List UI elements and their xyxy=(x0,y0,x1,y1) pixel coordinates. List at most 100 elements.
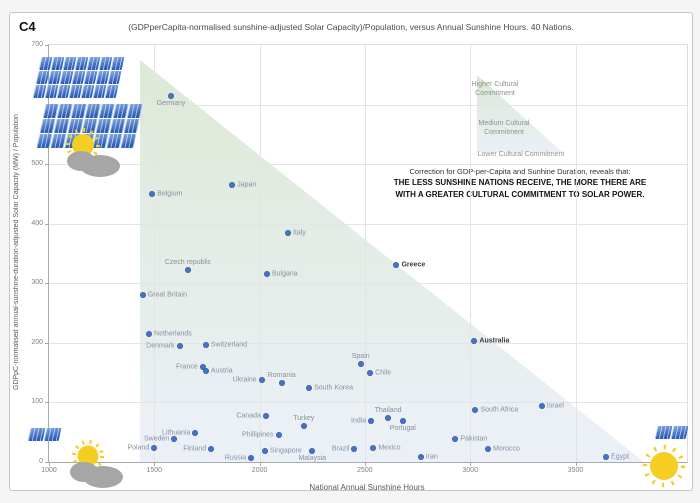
data-point-denmark xyxy=(177,343,183,349)
x-tick-label: 3500 xyxy=(567,467,584,474)
gridline-y-500 xyxy=(49,164,687,166)
point-label-lithuania: Lithuania xyxy=(161,429,191,437)
point-label-canada: Canada xyxy=(236,412,261,420)
data-point-canada xyxy=(263,413,269,419)
data-point-germany xyxy=(168,93,174,99)
data-point-bulgaria xyxy=(264,271,270,277)
y-tick-label: 500 xyxy=(31,160,43,168)
solar-panel-row xyxy=(42,104,143,118)
point-label-iran: Iran xyxy=(425,453,438,461)
data-point-netherlands xyxy=(146,331,152,337)
data-point-singapore xyxy=(262,448,268,454)
point-label-turkey: Turkey xyxy=(293,414,315,422)
data-point-romania xyxy=(279,380,285,386)
data-point-portugal xyxy=(400,418,406,424)
data-point-chile xyxy=(367,370,373,376)
point-label-finland: Finland xyxy=(183,445,207,453)
point-label-germany: Germany xyxy=(156,99,186,107)
solar-panel-pair-icon xyxy=(654,426,689,440)
point-label-brazil: Brazil xyxy=(331,445,350,453)
commitment-gradient-layer xyxy=(140,60,644,462)
data-point-australia xyxy=(471,338,477,344)
data-point-france xyxy=(200,364,206,370)
point-label-romania: Romania xyxy=(267,372,296,380)
point-label-spain: Spain xyxy=(351,353,370,361)
y-tick-label: 700 xyxy=(31,41,43,48)
data-point-lithuania xyxy=(192,430,198,436)
data-point-russia xyxy=(248,455,254,461)
point-label-poland: Poland xyxy=(127,444,150,452)
solar-panel-row xyxy=(35,71,122,84)
point-label-portugal: Portugal xyxy=(389,425,416,433)
x-axis-title: National Annual Sunshine Hours xyxy=(309,483,425,491)
x-tick-mark xyxy=(575,462,577,466)
sun-behind-cloud-icon xyxy=(70,440,123,488)
data-point-israel xyxy=(539,403,545,409)
x-tick-label: 3000 xyxy=(462,467,478,474)
legend-higher-commitment: Higher Cultural Commitment xyxy=(471,81,519,97)
point-label-great-britain: Great Britain xyxy=(147,291,187,299)
gridline-y-400 xyxy=(49,223,687,225)
point-label-switzerland: Switzerland xyxy=(210,341,248,349)
y-tick-label: 0 xyxy=(39,458,43,465)
gridline-y-100 xyxy=(49,402,687,404)
data-point-south-korea xyxy=(306,385,312,391)
data-point-south-africa xyxy=(472,407,478,413)
point-label-japan: Japan xyxy=(237,181,257,189)
data-point-morocco xyxy=(485,446,491,452)
point-label-india: India xyxy=(351,417,367,425)
plot-area: Higher Cultural Commitment Medium Cultur… xyxy=(31,41,688,474)
data-point-poland xyxy=(151,445,157,451)
point-label-australia: Australia xyxy=(479,337,510,345)
data-point-spain xyxy=(358,361,364,367)
y-tick-mark xyxy=(45,462,49,463)
point-label-sweden: Sweden xyxy=(144,435,170,443)
data-point-belgium xyxy=(149,191,155,197)
data-point-malaysia xyxy=(309,448,315,454)
y-tick-mark xyxy=(45,342,49,344)
solar-panel-row xyxy=(38,57,125,70)
data-point-sweden xyxy=(171,436,177,442)
point-label-austria: Austria xyxy=(210,367,233,375)
solar-panel-array-icon xyxy=(32,57,125,99)
point-label-morocco: Morocco xyxy=(493,445,520,453)
point-label-france: France xyxy=(175,363,198,371)
data-point-japan xyxy=(229,182,235,188)
y-tick-mark xyxy=(45,283,49,285)
chart-card: C4 (GDPperCapita-normalised sunshine-adj… xyxy=(9,12,693,491)
gridline-y-300 xyxy=(49,283,687,285)
gridline-y-200 xyxy=(49,342,687,344)
data-point-czech-republic xyxy=(185,267,191,273)
data-point-pakistan xyxy=(452,436,458,442)
point-label-pakistan: Pakistan xyxy=(460,435,488,443)
point-label-belgium: Belgium xyxy=(157,190,183,198)
gridline-x-3000 xyxy=(470,45,472,462)
annotation-line-2: THE LESS SUNSHINE NATIONS RECEIVE, THE M… xyxy=(393,178,647,187)
annotation-block: Correction for GDP-per-Capita and Sunhin… xyxy=(310,166,692,200)
data-point-greece xyxy=(393,262,399,268)
gridline-x-3500 xyxy=(575,45,577,462)
data-point-turkey xyxy=(301,423,307,429)
gridline-x-2000 xyxy=(259,45,261,462)
data-point-mexico xyxy=(370,445,376,451)
point-label-south-korea: South Korea xyxy=(314,384,353,392)
data-point-austria xyxy=(203,368,209,374)
data-point-phillipines xyxy=(276,432,282,438)
gridline-x-1500 xyxy=(154,45,156,462)
point-label-phillipines: Phillipines xyxy=(242,431,274,439)
y-tick-mark xyxy=(45,45,49,46)
solar-panel-pair-icon xyxy=(27,428,62,442)
data-point-egypt xyxy=(603,454,609,460)
point-label-mexico: Mexico xyxy=(378,444,401,452)
y-tick-label: 200 xyxy=(31,338,43,346)
chart-title: (GDPperCapita-normalised sunshine-adjust… xyxy=(128,22,574,32)
y-tick-mark xyxy=(45,402,49,404)
data-point-ukraine xyxy=(259,377,265,383)
data-point-brazil xyxy=(351,446,357,452)
annotation-line-1: Correction for GDP-per-Capita and Sunhin… xyxy=(409,167,631,176)
y-tick-label: 100 xyxy=(31,398,43,406)
x-tick-mark xyxy=(364,462,366,466)
sun-icon xyxy=(642,444,686,488)
point-label-thailand: Thailand xyxy=(374,406,402,414)
point-label-netherlands: Netherlands xyxy=(154,330,192,338)
